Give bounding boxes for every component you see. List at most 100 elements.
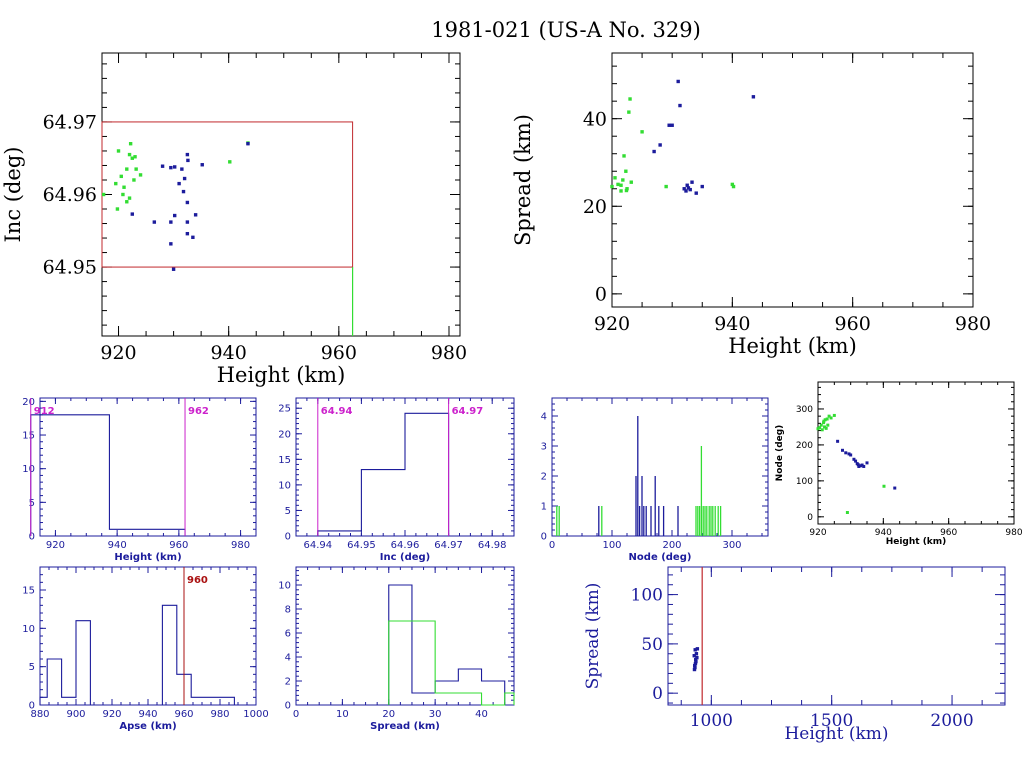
x-tick-label: 64.98	[478, 540, 507, 551]
scatter-point	[829, 416, 833, 420]
scatter-point	[694, 191, 698, 195]
x-tick-label: 980	[955, 313, 991, 335]
chart-hist-inc: 64.94 64.95 64.96 64.97 64.98 0 5 10 15 20 25 Inc (…	[278, 397, 515, 563]
scatter-point	[841, 448, 844, 452]
scatter-point	[128, 142, 133, 146]
x-tick-label: 2000	[930, 711, 973, 731]
scatter-point	[169, 242, 173, 246]
y-tick-label: 100	[796, 477, 813, 487]
y-axis-label: Spread (km)	[511, 114, 535, 246]
x-tick-label: 960	[321, 342, 357, 364]
scatter-point	[182, 176, 187, 181]
x-tick-label: 940	[714, 313, 750, 335]
scatter-point	[619, 183, 623, 187]
scatter-point	[185, 200, 190, 205]
y-tick-label: 0	[285, 532, 291, 543]
scatter-point	[816, 427, 820, 431]
y-tick-label: 15	[278, 455, 291, 466]
y-tick-label: 64.95	[43, 257, 97, 279]
plot-frame	[611, 52, 974, 308]
y-tick-label: 64.96	[43, 184, 97, 206]
scatter-point	[847, 452, 851, 456]
scatter-point	[621, 178, 625, 182]
chart-hist-spread: 0 10 20 30 40 0 2 4 6 8 10 Spread (km)	[278, 566, 515, 732]
scatter-point	[624, 169, 628, 173]
y-tick-label: 4	[541, 412, 547, 423]
scatter-point	[628, 97, 632, 101]
chart-height-node: 920 940 960 980 0 100 200 300 Height (km) Node (d…	[775, 381, 1023, 547]
scatter-point	[849, 453, 853, 457]
scatter-point	[836, 439, 840, 443]
plot-frame	[295, 566, 515, 706]
x-axis-label: Height (km)	[728, 334, 857, 358]
scatter-point	[832, 413, 836, 417]
scatter-point	[114, 181, 118, 186]
x-axis-label: Height (km)	[114, 552, 181, 563]
scatter-point	[246, 142, 250, 146]
histogram-series	[388, 584, 506, 705]
scatter-point	[127, 152, 132, 157]
scatter-point	[664, 184, 668, 189]
marker-label: 912	[34, 406, 55, 417]
scatter-point	[160, 164, 165, 168]
scatter-point	[173, 213, 177, 218]
scatter-point	[824, 426, 828, 430]
scatter-point	[622, 154, 626, 158]
y-tick-label: 0	[541, 532, 547, 543]
x-tick-label: 920	[594, 313, 630, 335]
x-tick-label: 1500	[810, 711, 853, 731]
x-tick-label: 980	[210, 709, 229, 720]
y-tick-label: 200	[796, 441, 813, 451]
scatter-point	[138, 173, 143, 177]
y-tick-label: 64.97	[43, 112, 97, 134]
y-tick-label: 0	[29, 532, 35, 543]
marker-label: 962	[188, 406, 209, 417]
marker-label: 64.94	[321, 406, 353, 417]
scatter-point	[865, 461, 869, 465]
y-tick-label: 8	[285, 605, 291, 616]
scatter-point	[658, 143, 662, 147]
y-tick-label: 10	[22, 464, 35, 475]
x-tick-label: 30	[429, 709, 442, 720]
x-tick-label: 300	[722, 540, 741, 551]
scatter-point	[193, 213, 198, 217]
scatter-point	[827, 414, 831, 418]
scatter-point	[893, 486, 897, 490]
chart-hist-height: 920 940 960 980 0 5 10 15 20 Height (km) 912 962	[22, 397, 257, 563]
x-tick-label: 960	[169, 540, 188, 551]
scatter-point	[682, 187, 686, 191]
y-tick-label: 10	[22, 624, 35, 635]
plot-frame	[39, 397, 257, 537]
plot-frame	[551, 397, 769, 537]
y-tick-label: 20	[583, 196, 607, 218]
chart-height-spread-wide: 1000 1500 2000 0 50 100 Height (km) Spread (km)	[583, 566, 1006, 744]
x-tick-label: 0	[549, 540, 555, 551]
scatter-point	[122, 185, 126, 189]
y-tick-label: 2	[541, 472, 547, 483]
scatter-point	[862, 464, 866, 468]
scatter-point	[185, 220, 190, 224]
histogram-bars	[30, 414, 186, 536]
scatter-point	[121, 192, 125, 197]
selection-box	[101, 121, 354, 268]
scatter-point	[171, 267, 176, 271]
y-axis-label: Spread (km)	[583, 583, 603, 690]
y-tick-label: 5	[285, 506, 291, 517]
x-axis-label: Height (km)	[784, 724, 888, 744]
x-tick-label: 64.96	[391, 540, 420, 551]
histogram-series	[388, 620, 515, 706]
scatter-point	[845, 510, 849, 514]
x-tick-label: 920	[809, 528, 826, 538]
charts-layer: 920 940 960 980 64.95 64.96 64.97 Height (km) In…	[1, 52, 1023, 744]
y-tick-label: 15	[22, 586, 35, 597]
scatter-point	[670, 123, 674, 127]
scatter-point	[693, 665, 697, 670]
y-tick-label: 100	[631, 586, 663, 606]
x-tick-label: 960	[835, 313, 871, 335]
chart-hist-node: 0 100 200 300 0 1 2 3 4 Node (deg)	[541, 397, 769, 563]
chart-height-spread: 920 940 960 980 0 20 40 Height (km) Spread (km)	[511, 52, 991, 358]
scatter-point	[825, 417, 829, 421]
y-tick-label: 40	[583, 108, 607, 130]
scatter-point	[690, 180, 694, 184]
